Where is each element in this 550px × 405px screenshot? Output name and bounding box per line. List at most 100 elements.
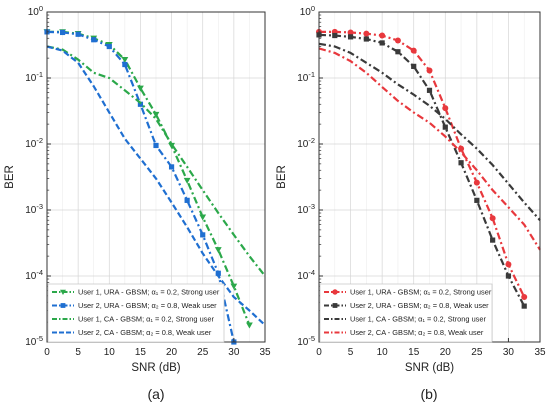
panel-label: (a) — [147, 386, 164, 402]
x-tick-label: 25 — [197, 347, 209, 358]
circle-marker — [332, 289, 338, 295]
y-tick-label: 100 — [300, 4, 315, 18]
x-tick-label: 5 — [75, 347, 81, 358]
legend-entry-1: User 1, URA - GBSM; α₁ = 0.2, Strong use… — [324, 288, 492, 297]
legend-entry-4: User 2, CA - GBSM; α₂ = 0.8, Weak user — [324, 328, 484, 337]
chart-panel-1: 0 5 10 15 20 25 30 35 10-5 10-4 10-3 10-2 10-1 100 SNR… — [4, 4, 271, 402]
series-4-line — [318, 47, 541, 251]
series-3-line — [46, 45, 266, 277]
x-tick-label: 35 — [534, 347, 546, 358]
chart-panel-2: 0 5 10 15 20 25 30 35 10-5 10-4 10-3 10-2 10-1 100 SNR… — [276, 4, 546, 402]
triangle-marker — [199, 214, 207, 221]
x-axis-label: SNR (dB) — [131, 362, 180, 374]
legend-box — [319, 283, 493, 343]
square-marker — [91, 37, 97, 43]
triangle-marker — [214, 247, 222, 254]
y-axis-label: BER — [4, 165, 16, 189]
square-marker — [59, 29, 66, 36]
square-marker — [411, 63, 417, 69]
triangle-marker — [60, 289, 66, 295]
triangle-marker — [183, 177, 191, 184]
legend-label: User 1, URA - GBSM; α₁ = 0.2, Strong use… — [78, 288, 220, 297]
triangle-marker — [121, 57, 129, 64]
square-marker — [332, 303, 338, 308]
square-marker — [474, 197, 480, 203]
legend-entry-3: User 1, CA - GBSM; α₁ = 0.2, Strong user — [52, 315, 214, 324]
y-tick-label: 10-3 — [297, 202, 315, 216]
legend-label: User 2, CA - GBSM; α₂ = 0.8, Weak user — [78, 328, 212, 337]
x-tick-label: 20 — [440, 347, 452, 358]
circle-marker — [489, 215, 496, 222]
square-marker — [347, 34, 354, 40]
y-tick-label: 10-5 — [25, 334, 43, 348]
series-2 — [316, 32, 527, 309]
circle-marker — [394, 37, 401, 44]
square-marker — [215, 270, 221, 276]
square-marker — [75, 31, 81, 37]
square-marker — [60, 303, 66, 308]
x-tick-label: 20 — [166, 347, 178, 358]
circle-marker — [521, 294, 528, 301]
y-tick-label: 10-2 — [25, 136, 43, 150]
series-1 — [316, 28, 528, 301]
y-tick-label: 10-5 — [297, 334, 315, 348]
x-tick-label: 15 — [135, 347, 147, 358]
square-marker — [137, 101, 144, 107]
series-2 — [44, 29, 237, 345]
series-3 — [46, 45, 266, 277]
circle-marker — [347, 29, 354, 36]
triangle-marker — [168, 142, 175, 149]
series-4 — [46, 45, 266, 326]
y-tick-label: 10-4 — [25, 268, 43, 282]
y-tick-label: 100 — [28, 4, 43, 18]
legend-entry-2: User 2, URA - GBSM; α₂ = 0.8, Weak user — [324, 301, 489, 310]
square-marker — [379, 40, 385, 46]
legend-label: User 1, URA - GBSM; α₁ = 0.2, Strong use… — [350, 288, 492, 297]
series-2-line — [318, 33, 526, 307]
square-marker — [184, 197, 190, 203]
legend-box — [47, 283, 225, 343]
y-tick-label: 10-4 — [297, 268, 315, 282]
legend-label: User 2, CA - GBSM; α₂ = 0.8, Weak user — [350, 328, 484, 337]
series-3 — [318, 42, 541, 221]
x-tick-label: 10 — [377, 347, 389, 358]
square-marker — [122, 61, 128, 68]
legend: User 1, URA - GBSM; α₁ = 0.2, Strong use… — [47, 283, 225, 343]
circle-marker — [442, 105, 449, 112]
legend-label: User 2, URA - GBSM; α₂ = 0.8, Weak user — [78, 301, 217, 310]
legend-label: User 2, URA - GBSM; α₂ = 0.8, Weak user — [350, 301, 489, 310]
square-marker — [490, 237, 496, 243]
circle-marker — [505, 261, 512, 268]
square-marker — [458, 160, 464, 166]
x-tick-label: 0 — [44, 347, 50, 358]
circle-marker — [363, 30, 370, 37]
legend-entry-4: User 2, CA - GBSM; α₂ = 0.8, Weak user — [52, 328, 212, 337]
series-4 — [318, 47, 541, 251]
x-tick-label: 35 — [259, 347, 271, 358]
triangle-marker — [152, 111, 160, 118]
square-marker — [521, 303, 527, 309]
circle-marker — [379, 32, 386, 39]
x-tick-label: 30 — [503, 347, 515, 358]
x-tick-label: 15 — [408, 347, 420, 358]
square-marker — [505, 273, 512, 279]
x-tick-label: 0 — [316, 347, 322, 358]
square-marker — [106, 43, 112, 50]
legend-label: User 1, CA - GBSM; α₁ = 0.2, Strong user — [350, 315, 486, 324]
circle-marker — [410, 47, 417, 54]
legend-entry-3: User 1, CA - GBSM; α₁ = 0.2, Strong user — [324, 315, 486, 324]
square-marker — [153, 142, 159, 149]
x-tick-label: 25 — [471, 347, 483, 358]
series-4-line — [46, 45, 266, 326]
y-axis-label: BER — [276, 165, 288, 189]
y-tick-label: 10-1 — [25, 70, 43, 84]
triangle-marker — [137, 85, 144, 92]
x-axis-label: SNR (dB) — [405, 362, 454, 374]
triangle-marker — [230, 283, 238, 290]
panel-label: (b) — [420, 386, 437, 402]
x-tick-label: 30 — [228, 347, 240, 358]
square-marker — [395, 49, 401, 55]
x-tick-label: 5 — [348, 347, 354, 358]
square-marker — [168, 164, 175, 170]
